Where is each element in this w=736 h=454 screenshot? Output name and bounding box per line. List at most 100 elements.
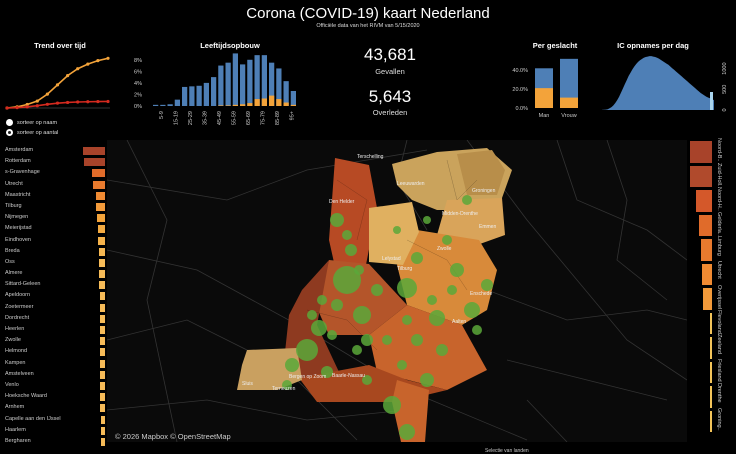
province-bar[interactable] — [690, 165, 712, 187]
map-dot[interactable] — [450, 263, 464, 277]
city-bar[interactable] — [100, 381, 105, 390]
map-dot[interactable] — [436, 344, 448, 356]
city-bar[interactable] — [99, 281, 105, 290]
province-bar[interactable] — [698, 214, 712, 236]
map-dot[interactable] — [464, 302, 480, 318]
map-dot[interactable] — [354, 265, 364, 275]
map-dot[interactable] — [371, 284, 383, 296]
city-bar[interactable] — [100, 359, 105, 368]
city-bar[interactable] — [97, 225, 105, 234]
map-dot[interactable] — [397, 360, 407, 370]
city-bar[interactable] — [100, 393, 105, 402]
city-row[interactable]: Capelle aan den IJssel — [5, 414, 105, 425]
map-dot[interactable] — [321, 366, 333, 378]
map-dot[interactable] — [307, 310, 317, 320]
city-row[interactable]: Zoetermeer — [5, 302, 105, 313]
city-row[interactable]: Amsterdam — [5, 145, 105, 156]
map-dot[interactable] — [481, 279, 493, 291]
city-row[interactable]: Maastricht — [5, 190, 105, 201]
map-dot[interactable] — [317, 295, 327, 305]
city-bar[interactable] — [99, 270, 105, 279]
city-row[interactable]: Meierijstad — [5, 223, 105, 234]
map-dot[interactable] — [442, 235, 452, 245]
map-dot[interactable] — [331, 299, 343, 311]
map-dot[interactable] — [342, 230, 352, 240]
province-bar[interactable] — [710, 361, 712, 383]
city-bar[interactable] — [83, 158, 105, 167]
city-bar[interactable] — [99, 326, 105, 334]
map-dot[interactable] — [345, 244, 357, 256]
map-dot[interactable] — [362, 375, 372, 385]
city-bar[interactable] — [100, 370, 105, 379]
radio-dot-count[interactable] — [6, 129, 13, 136]
province-bar[interactable] — [690, 141, 712, 163]
province-bar[interactable] — [702, 263, 712, 285]
city-row[interactable]: Amstelveen — [5, 369, 105, 380]
city-row[interactable]: Utrecht — [5, 179, 105, 190]
map-dot[interactable] — [353, 306, 371, 324]
city-bar[interactable] — [98, 258, 105, 267]
city-bar[interactable] — [91, 169, 105, 178]
city-row[interactable]: Eindhoven — [5, 235, 105, 246]
map-dot[interactable] — [296, 339, 318, 361]
city-row[interactable]: Oss — [5, 257, 105, 268]
map-dot[interactable] — [282, 380, 292, 390]
map-dot[interactable] — [429, 310, 445, 326]
city-bar[interactable] — [98, 236, 105, 245]
city-row[interactable]: Nijmegen — [5, 212, 105, 223]
map-dot[interactable] — [333, 266, 361, 294]
map-dot[interactable] — [330, 213, 344, 227]
city-row[interactable]: Breda — [5, 246, 105, 257]
map-dot[interactable] — [393, 226, 401, 234]
city-bar[interactable] — [97, 214, 105, 223]
city-bar[interactable] — [99, 314, 105, 323]
province-bar[interactable] — [710, 386, 712, 408]
city-row[interactable]: Bergharen — [5, 436, 105, 447]
map-dot[interactable] — [399, 424, 415, 440]
city-bar[interactable] — [92, 180, 105, 189]
city-row[interactable]: Tilburg — [5, 201, 105, 212]
map-dot[interactable] — [361, 334, 373, 346]
radio-sort-name[interactable]: sorteer op naam — [6, 119, 57, 126]
radio-sort-count[interactable]: sorteer op aantal — [6, 129, 58, 136]
city-row[interactable]: Dordrecht — [5, 313, 105, 324]
city-bar[interactable] — [99, 348, 105, 357]
city-row[interactable]: Heerlen — [5, 324, 105, 335]
province-bar[interactable] — [710, 312, 712, 334]
city-row[interactable]: Arnhem — [5, 402, 105, 413]
city-bar[interactable] — [99, 303, 105, 312]
map-dot[interactable] — [311, 320, 327, 336]
map-dot[interactable] — [472, 325, 482, 335]
map-dot[interactable] — [420, 373, 434, 387]
city-row[interactable]: Venlo — [5, 380, 105, 391]
city-row[interactable]: Zwolle — [5, 335, 105, 346]
city-row[interactable]: Sittard-Geleen — [5, 279, 105, 290]
map-dot[interactable] — [285, 358, 299, 372]
city-bar[interactable] — [100, 426, 105, 435]
province-bar[interactable] — [710, 337, 712, 359]
map-dot[interactable] — [402, 315, 412, 325]
city-row[interactable]: Apeldoorn — [5, 290, 105, 301]
map-dot[interactable] — [411, 334, 423, 346]
city-row[interactable]: Rotterdam — [5, 156, 105, 167]
city-bar[interactable] — [100, 415, 105, 424]
map-dot[interactable] — [382, 335, 392, 345]
map-dot[interactable] — [427, 295, 437, 305]
city-bar[interactable] — [99, 292, 105, 301]
city-bar[interactable] — [98, 247, 105, 256]
city-row[interactable]: Helmond — [5, 346, 105, 357]
map-dot[interactable] — [352, 345, 362, 355]
map-dot[interactable] — [462, 195, 472, 205]
city-bar[interactable] — [100, 437, 105, 446]
city-bar[interactable] — [95, 191, 105, 200]
city-row[interactable]: Almere — [5, 268, 105, 279]
city-row[interactable]: s-Gravenhage — [5, 167, 105, 178]
city-bar[interactable] — [83, 147, 105, 155]
map-dot[interactable] — [383, 396, 401, 414]
map-dot[interactable] — [327, 330, 337, 340]
city-bar[interactable] — [100, 404, 105, 413]
map-dot[interactable] — [423, 216, 431, 224]
province-bar[interactable] — [701, 239, 712, 261]
city-bar[interactable] — [96, 202, 105, 211]
city-row[interactable]: Hoeksche Waard — [5, 391, 105, 402]
